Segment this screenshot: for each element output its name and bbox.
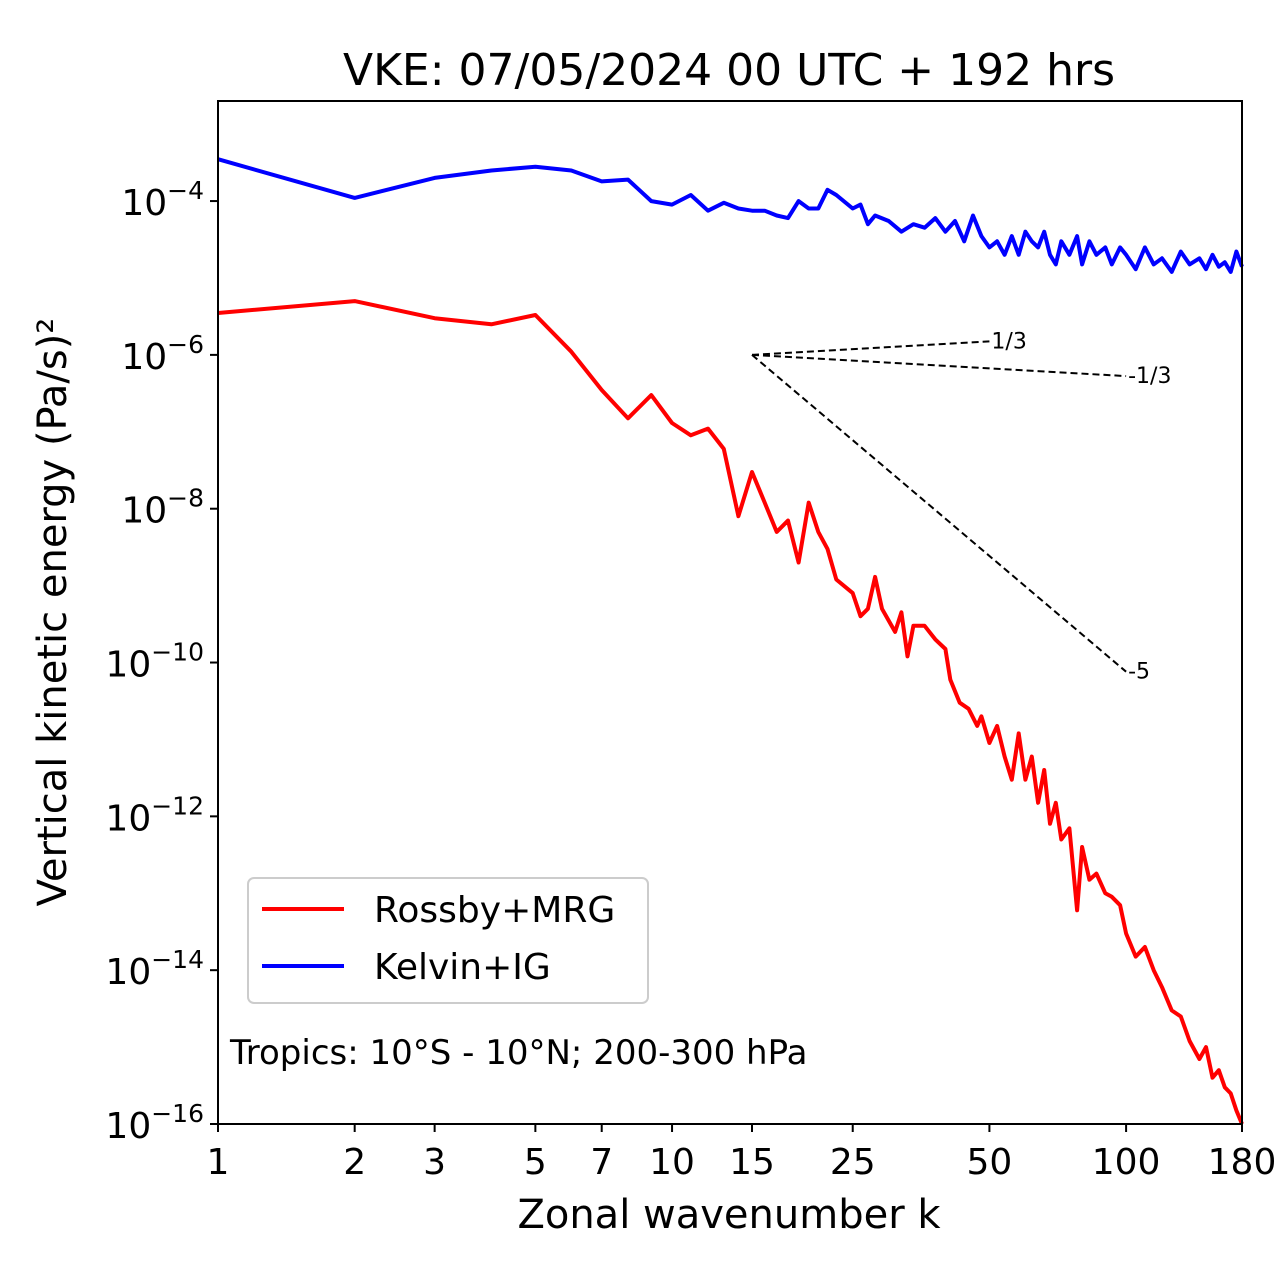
- legend-label-kelvin: Kelvin+IG: [374, 947, 551, 988]
- series-line-kelvin-ig: [217, 157, 1244, 274]
- x-tick-label: 3: [423, 1142, 446, 1183]
- y-tick-label: 10−14: [105, 945, 204, 993]
- reference-lines-layer: 1/3 -1/3 -5: [751, 329, 1171, 685]
- x-tick-label: 10: [649, 1142, 695, 1183]
- plot-frame: [217, 100, 1243, 1125]
- y-axis-ticks: 10−16 10−14 10−12 10−10 10−8 10−6 10−4: [105, 176, 218, 1147]
- x-tick-label: 50: [967, 1142, 1013, 1183]
- x-tick-label: 2: [343, 1142, 366, 1183]
- x-tick-label: 5: [524, 1142, 547, 1183]
- legend-label-rossby: Rossby+MRG: [374, 890, 615, 931]
- chart-title: VKE: 07/05/2024 00 UTC + 192 hrs: [343, 45, 1115, 96]
- ref-line-minus-5-label: -5: [1128, 660, 1150, 685]
- legend: Rossby+MRG Kelvin+IG: [247, 877, 649, 1004]
- y-tick-label: 10−12: [105, 791, 204, 839]
- x-tick-label: 15: [729, 1142, 775, 1183]
- y-tick-label: 10−4: [121, 176, 204, 224]
- ref-line-minus-5: [751, 354, 1127, 673]
- region-annotation: Tropics: 10°S - 10°N; 200-300 hPa: [229, 1033, 807, 1073]
- x-tick-label: 100: [1092, 1142, 1161, 1183]
- x-tick-label: 7: [590, 1142, 613, 1183]
- y-tick-label: 10−16: [105, 1099, 204, 1147]
- x-tick-label: 25: [830, 1142, 876, 1183]
- x-axis-label: Zonal wavenumber k: [517, 1192, 941, 1238]
- y-tick-label: 10−8: [121, 484, 204, 532]
- y-tick-label: 10−6: [121, 330, 204, 378]
- ref-line-1-3: [751, 340, 990, 356]
- x-tick-label: 180: [1208, 1142, 1277, 1183]
- ref-line-minus-1-3: [751, 353, 1127, 378]
- ref-line-1-3-label: 1/3: [991, 329, 1026, 354]
- y-axis-label: Vertical kinetic energy (Pa/s)²: [30, 318, 76, 907]
- series-line-rossby-mrg: [217, 299, 1244, 1125]
- x-axis-ticks: 1 2 3 5 7 10 15 25 50 100 180: [207, 1124, 1277, 1183]
- series-layer: [217, 157, 1244, 1125]
- x-tick-label: 1: [207, 1142, 230, 1183]
- y-tick-label: 10−10: [105, 638, 204, 686]
- ref-line-minus-1-3-label: -1/3: [1128, 364, 1171, 389]
- legend-box: [247, 877, 649, 1004]
